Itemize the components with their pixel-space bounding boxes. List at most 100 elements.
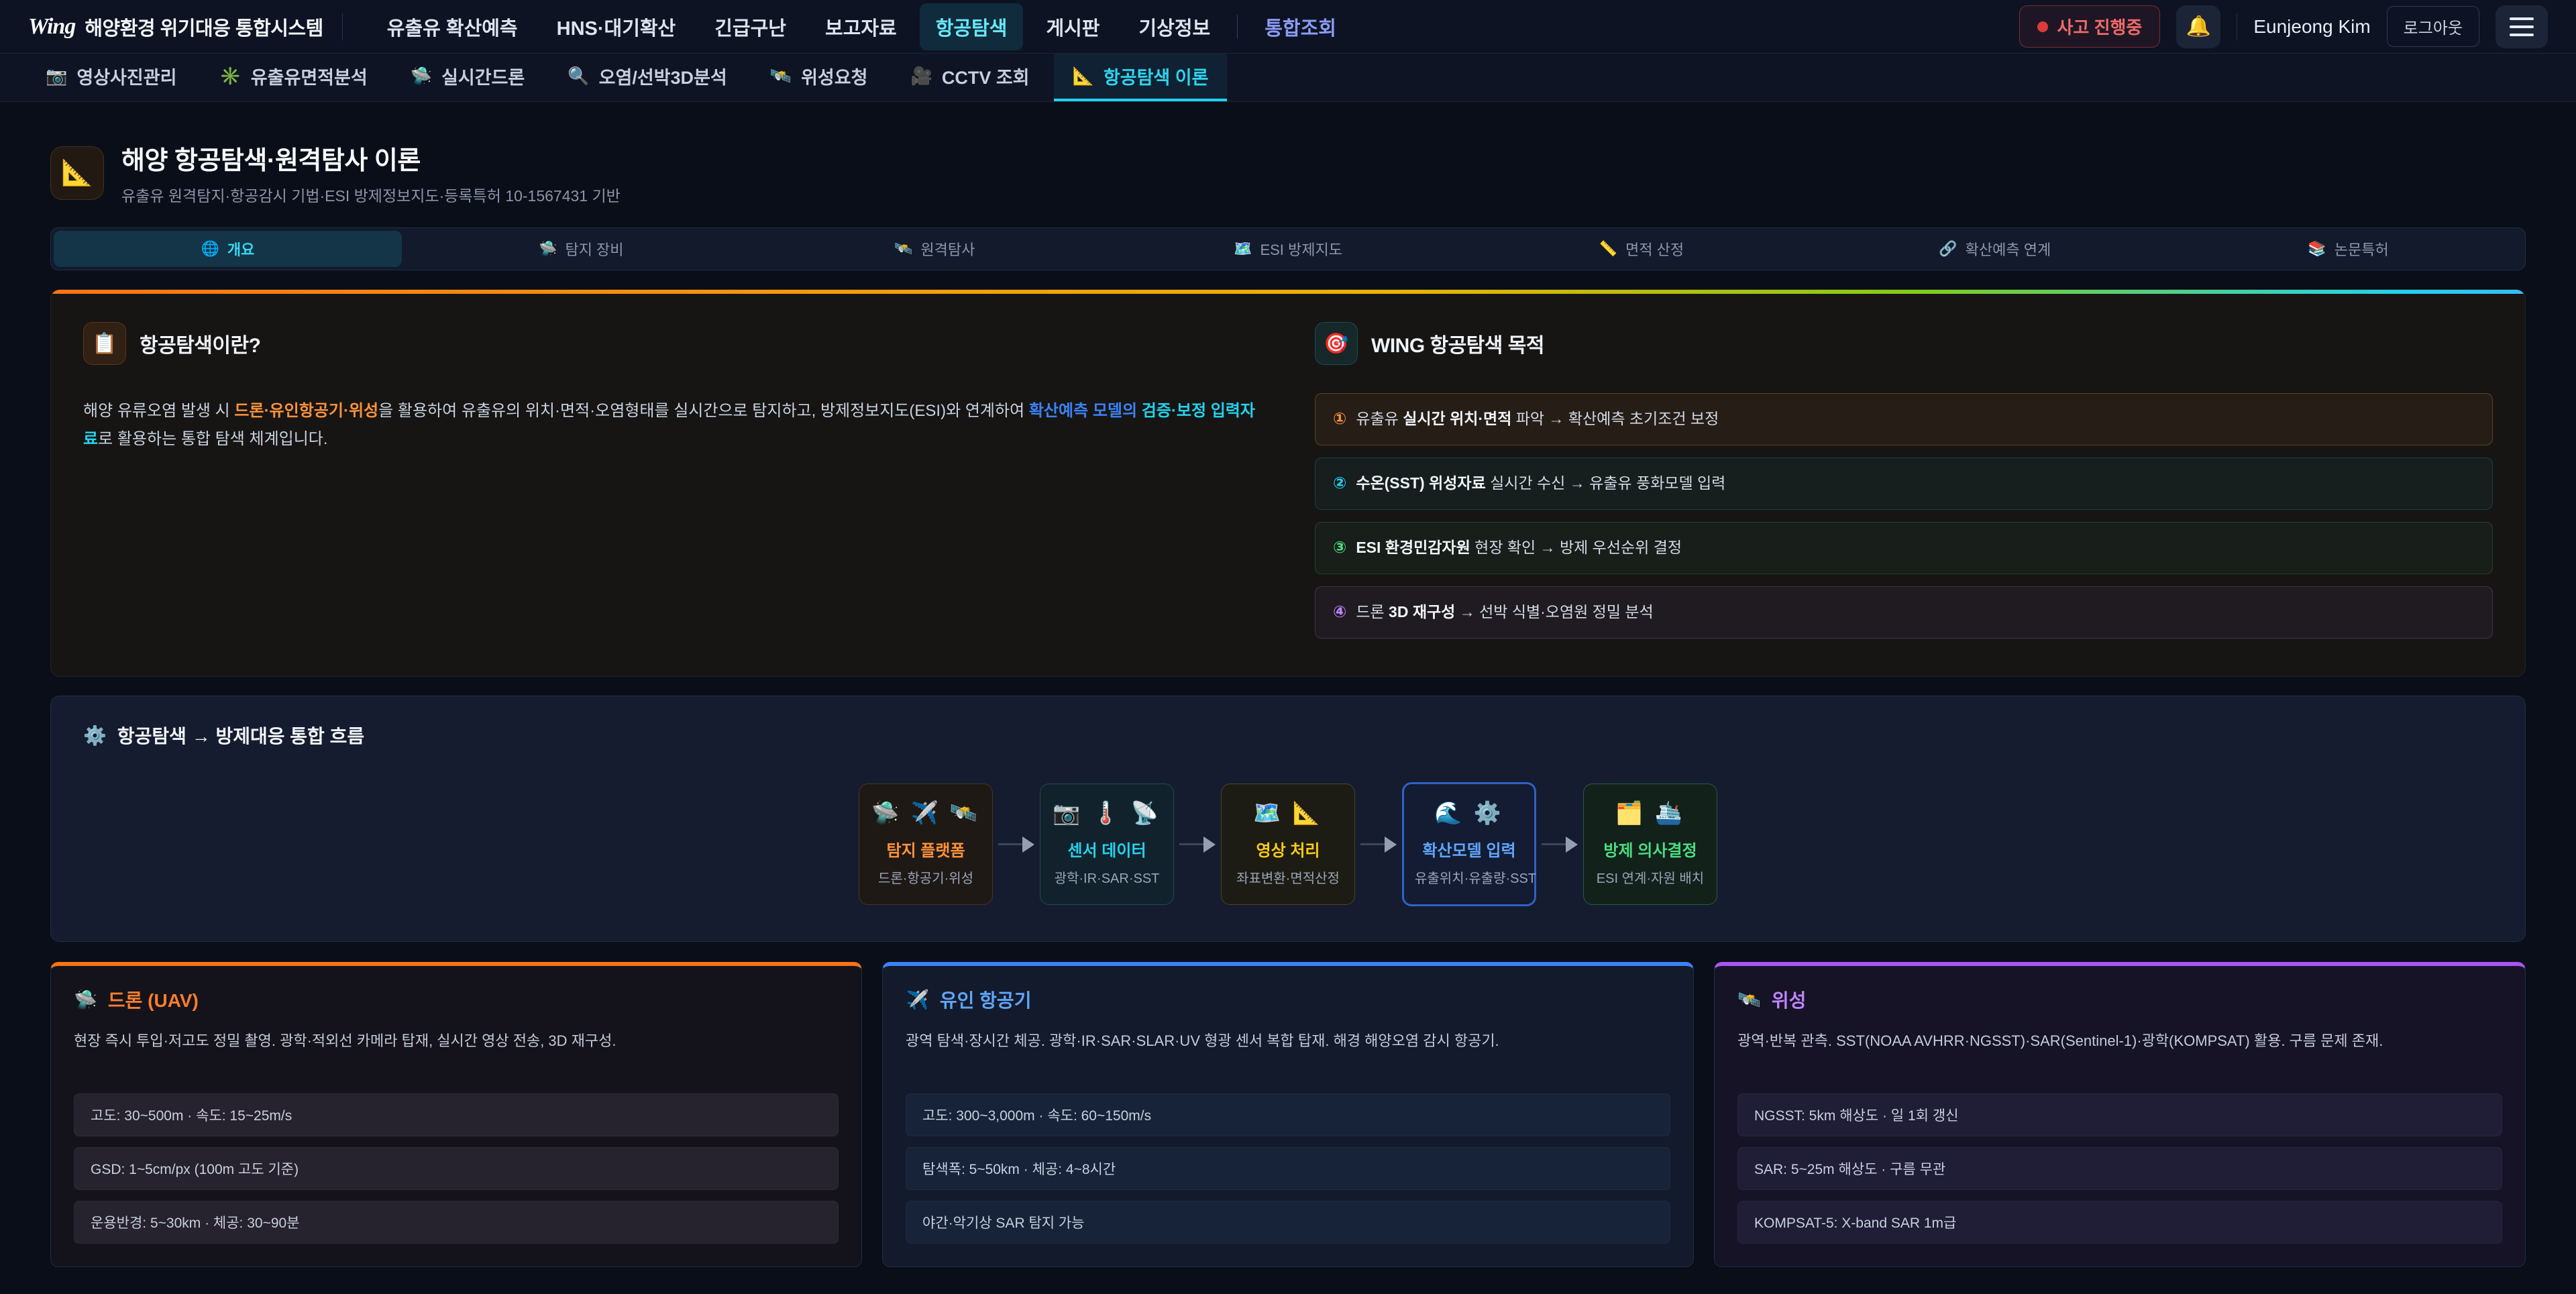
- flow-step-model-input: 🌊 ⚙️ 확산모델 입력 유출위치·유출량·SST: [1402, 782, 1536, 906]
- spec-row: 고도: 30~500m · 속도: 15~25m/s: [74, 1093, 839, 1136]
- flow-title: 항공탐색 → 방제대응 통합 흐름: [117, 726, 365, 747]
- spec-row: NGSST: 5km 해상도 · 일 1회 갱신: [1737, 1093, 2502, 1136]
- asterisk-icon: ✳️: [219, 66, 241, 86]
- logo-icon: Wing: [28, 13, 76, 39]
- link-icon: 🔗: [1939, 240, 1957, 257]
- header-divider: [341, 13, 343, 40]
- drone-icon: 🛸: [74, 989, 97, 1010]
- section-title: 항공탐색이란?: [140, 335, 261, 357]
- nav-item-hns[interactable]: HNS·대기확산: [556, 17, 676, 40]
- nav-item-weather[interactable]: 기상정보: [1138, 17, 1211, 40]
- subnav-item-oil-area-analysis[interactable]: ✳️ 유출유면적분석: [219, 66, 368, 88]
- tab-esi-map[interactable]: 🗺️ ESI 방제지도: [1234, 240, 1342, 258]
- incident-badge-label: 사고 진행중: [2057, 17, 2143, 38]
- model-icons: 🌊 ⚙️: [1434, 800, 1504, 825]
- subnav-item-aerial-theory[interactable]: 📐 항공탐색 이론: [1053, 54, 1228, 101]
- menu-button[interactable]: [2496, 5, 2548, 48]
- nav-divider: [1237, 14, 1238, 39]
- purpose-list: ① 유출유 실시간 위치·면적 파악 → 확산예측 초기조건 보정 ② 수온(S…: [1315, 393, 2493, 639]
- satellite-icon: 🛰️: [769, 66, 792, 86]
- tab-area-calculation[interactable]: 📏 면적 산정: [1599, 240, 1684, 258]
- card-description: 광역·반복 관측. SST(NOAA AVHRR·NGSST)·SAR(Sent…: [1737, 1032, 2383, 1049]
- flow-step-detection-platform: 🛸 ✈️ 🛰️ 탐지 플랫폼 드론·항공기·위성: [859, 784, 993, 905]
- overview-panel: 📋 항공탐색이란? 해양 유류오염 발생 시 드론·유인항공기·위성을 활용하여…: [50, 289, 2526, 677]
- globe-icon: 🌐: [201, 240, 219, 257]
- app-logo[interactable]: Wing 해양환경 위기대응 통합시스템: [28, 13, 323, 41]
- spec-row: SAR: 5~25m 해상도 · 구름 무관: [1737, 1147, 2502, 1190]
- card-description: 현장 즉시 투입·저고도 정밀 촬영. 광학·적외선 카메라 탑재, 실시간 영…: [74, 1032, 616, 1049]
- card-manned-aircraft: ✈️ 유인 항공기 광역 탐색·장시간 체공. 광학·IR·SAR·SLAR·U…: [882, 962, 1694, 1267]
- tab-prediction-link[interactable]: 🔗 확산예측 연계: [1939, 240, 2051, 258]
- decision-icons: 🗂️ 🛳️: [1615, 800, 1685, 825]
- flow-step-response-decision: 🗂️ 🛳️ 방제 의사결정 ESI 연계·자원 배치: [1583, 784, 1717, 905]
- page-subtitle: 유출유 원격탐지·항공감시 기법·ESI 방제정보지도·등록특허 10-1567…: [121, 187, 621, 205]
- gear-icon: ⚙️: [83, 724, 107, 746]
- tab-remote-sensing[interactable]: 🛰️ 원격탐사: [894, 240, 975, 258]
- target-icon-box: 🎯: [1315, 322, 1358, 365]
- triangle-ruler-icon: 📐: [1072, 66, 1094, 86]
- nav-item-rescue[interactable]: 긴급구난: [714, 17, 786, 40]
- what-is-text: 해양 유류오염 발생 시 드론·유인항공기·위성을 활용하여 유출유의 위치·면…: [83, 402, 1255, 448]
- sub-nav: 📷 영상사진관리 ✳️ 유출유면적분석 🛸 실시간드론 🔍 오염/선박3D분석 …: [0, 54, 2576, 102]
- main-nav: 유출유 확산예측 HNS·대기확산 긴급구난 보고자료 항공탐색 게시판 기상정…: [371, 3, 2000, 50]
- processing-icons: 🗺️ 📐: [1253, 800, 1323, 825]
- user-name: Eunjeong Kim: [2253, 15, 2371, 37]
- main-content: 📐 해양 항공탐색·원격탐사 이론 유출유 원격탐지·항공감시 기법·ESI 방…: [0, 102, 2576, 1294]
- notifications-button[interactable]: 🔔: [2176, 5, 2221, 48]
- drone-icon: 🛸: [539, 240, 557, 257]
- flow-arrow-icon: [1542, 836, 1578, 853]
- tab-detection-equipment[interactable]: 🛸 탐지 장비: [539, 240, 624, 258]
- subnav-item-pollution-3d[interactable]: 🔍 오염/선박3D분석: [568, 66, 727, 88]
- circled-number-icon: ②: [1333, 474, 1347, 492]
- spec-row: 운용반경: 5~30km · 체공: 30~90분: [74, 1201, 839, 1244]
- flow-step-sensor-data: 📷 🌡️ 📡 센서 데이터 광학·IR·SAR·SST: [1040, 784, 1174, 905]
- spec-row: 야간·악기상 SAR 탐지 가능: [906, 1201, 1670, 1244]
- map-icon: 🗺️: [1234, 240, 1252, 257]
- circled-number-icon: ④: [1333, 603, 1347, 621]
- flow-panel: ⚙️ 항공탐색 → 방제대응 통합 흐름 🛸 ✈️ 🛰️ 탐지 플랫폼 드론·항…: [50, 696, 2526, 942]
- magnifier-icon: 🔍: [568, 66, 590, 86]
- circled-number-icon: ①: [1333, 410, 1347, 428]
- platform-cards: 🛸 드론 (UAV) 현장 즉시 투입·저고도 정밀 촬영. 광학·적외선 카메…: [50, 962, 2526, 1294]
- circled-number-icon: ③: [1333, 539, 1347, 557]
- cctv-camera-icon: 🎥: [910, 66, 932, 86]
- nav-item-reports[interactable]: 보고자료: [824, 17, 897, 40]
- section-wing-purpose: 🎯 WING 항공탐색 목적 ① 유출유 실시간 위치·면적 파악 → 확산예측…: [1315, 322, 2493, 639]
- triangle-ruler-icon: 📐: [61, 158, 93, 187]
- section-title: WING 항공탐색 목적: [1371, 335, 1544, 357]
- page-head: 📐 해양 항공탐색·원격탐사 이론 유출유 원격탐지·항공감시 기법·ESI 방…: [50, 140, 2526, 206]
- logout-button[interactable]: 로그아웃: [2386, 6, 2479, 47]
- tab-overview[interactable]: 🌐 개요: [54, 231, 402, 267]
- subnav-item-satellite-request[interactable]: 🛰️ 위성요청: [769, 66, 868, 88]
- subnav-item-cctv[interactable]: 🎥 CCTV 조회: [910, 66, 1030, 88]
- sensor-icons: 📷 🌡️ 📡: [1053, 800, 1161, 825]
- nav-item-aerial-search[interactable]: 항공탐색: [919, 3, 1024, 50]
- clipboard-icon-box: 📋: [83, 322, 126, 365]
- hamburger-icon: [2510, 17, 2534, 20]
- nav-item-spill-prediction[interactable]: 유출유 확산예측: [386, 17, 518, 40]
- spec-row: KOMPSAT-5: X-band SAR 1m급: [1737, 1201, 2502, 1244]
- card-satellite: 🛰️ 위성 광역·반복 관측. SST(NOAA AVHRR·NGSST)·SA…: [1714, 962, 2526, 1267]
- purpose-item-2: ② 수온(SST) 위성자료 실시간 수신 → 유출유 풍화모델 입력: [1315, 457, 2493, 510]
- gradient-top-border: [51, 290, 2525, 294]
- satellite-icon: 🛰️: [894, 240, 913, 257]
- theory-tabbar: 🌐 개요 🛸 탐지 장비 🛰️ 원격탐사 🗺️ ESI 방제지도 📏 면적 산정…: [50, 227, 2526, 270]
- flow-arrow-icon: [1360, 836, 1397, 853]
- purpose-item-3: ③ ESI 환경민감자원 현장 확인 → 방제 우선순위 결정: [1315, 522, 2493, 574]
- platform-icons: 🛸 ✈️ 🛰️: [871, 800, 980, 825]
- books-icon: 📚: [2308, 240, 2326, 257]
- purpose-item-4: ④ 드론 3D 재구성 → 선박 식별·오염원 정밀 분석: [1315, 586, 2493, 639]
- bell-icon: 🔔: [2186, 15, 2211, 38]
- subnav-item-image-photo[interactable]: 📷 영상사진관리: [46, 66, 177, 88]
- flow-arrow-icon: [1179, 836, 1216, 853]
- nav-item-board[interactable]: 게시판: [1046, 17, 1100, 40]
- header-right: 사고 진행중 🔔 Eunjeong Kim 로그아웃: [2019, 5, 2548, 48]
- top-header: Wing 해양환경 위기대응 통합시스템 유출유 확산예측 HNS·대기확산 긴…: [0, 0, 2576, 54]
- spec-row: 고도: 300~3,000m · 속도: 60~150m/s: [906, 1093, 1670, 1136]
- app-title: 해양환경 위기대응 통합시스템: [85, 17, 323, 40]
- camera-icon: 📷: [46, 66, 68, 86]
- tab-papers-patents[interactable]: 📚 논문특허: [2308, 240, 2389, 258]
- nav-item-integrated-search[interactable]: 통합조회: [1265, 17, 1336, 40]
- subnav-item-realtime-drone[interactable]: 🛸 실시간드론: [410, 66, 525, 88]
- flow-diagram: 🛸 ✈️ 🛰️ 탐지 플랫폼 드론·항공기·위성 📷 🌡️ 📡 센서 데이터 광…: [83, 782, 2493, 906]
